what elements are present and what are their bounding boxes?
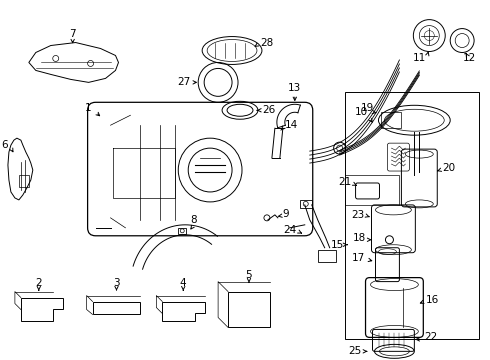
Text: 9: 9 xyxy=(283,209,290,219)
Text: 22: 22 xyxy=(424,332,438,342)
Text: 27: 27 xyxy=(177,77,190,87)
Bar xyxy=(344,92,479,339)
Text: 13: 13 xyxy=(288,84,301,93)
Text: 10: 10 xyxy=(355,107,368,117)
Text: 14: 14 xyxy=(285,120,298,130)
Text: 11: 11 xyxy=(413,54,426,63)
Text: 19: 19 xyxy=(361,103,374,113)
Text: 1: 1 xyxy=(85,103,92,113)
Text: 15: 15 xyxy=(331,240,344,250)
Bar xyxy=(318,250,336,262)
Text: 21: 21 xyxy=(338,177,352,187)
Text: 24: 24 xyxy=(284,225,297,235)
Text: 26: 26 xyxy=(262,105,275,115)
Text: 18: 18 xyxy=(353,233,367,243)
Text: 5: 5 xyxy=(245,270,252,280)
Text: 28: 28 xyxy=(260,37,273,48)
Text: 17: 17 xyxy=(352,253,366,263)
Text: 8: 8 xyxy=(190,215,196,225)
Text: 3: 3 xyxy=(113,278,120,288)
Bar xyxy=(300,200,312,208)
Text: 6: 6 xyxy=(1,140,8,150)
Text: 16: 16 xyxy=(426,294,440,305)
Text: 25: 25 xyxy=(348,346,362,356)
Bar xyxy=(382,112,401,128)
Text: 4: 4 xyxy=(180,278,187,288)
Text: 7: 7 xyxy=(70,28,76,39)
Bar xyxy=(344,175,399,205)
Bar xyxy=(19,175,29,187)
Text: 23: 23 xyxy=(351,210,365,220)
Bar xyxy=(178,228,186,234)
Text: 12: 12 xyxy=(463,54,476,63)
Text: 20: 20 xyxy=(442,163,455,173)
Text: 2: 2 xyxy=(35,278,42,288)
